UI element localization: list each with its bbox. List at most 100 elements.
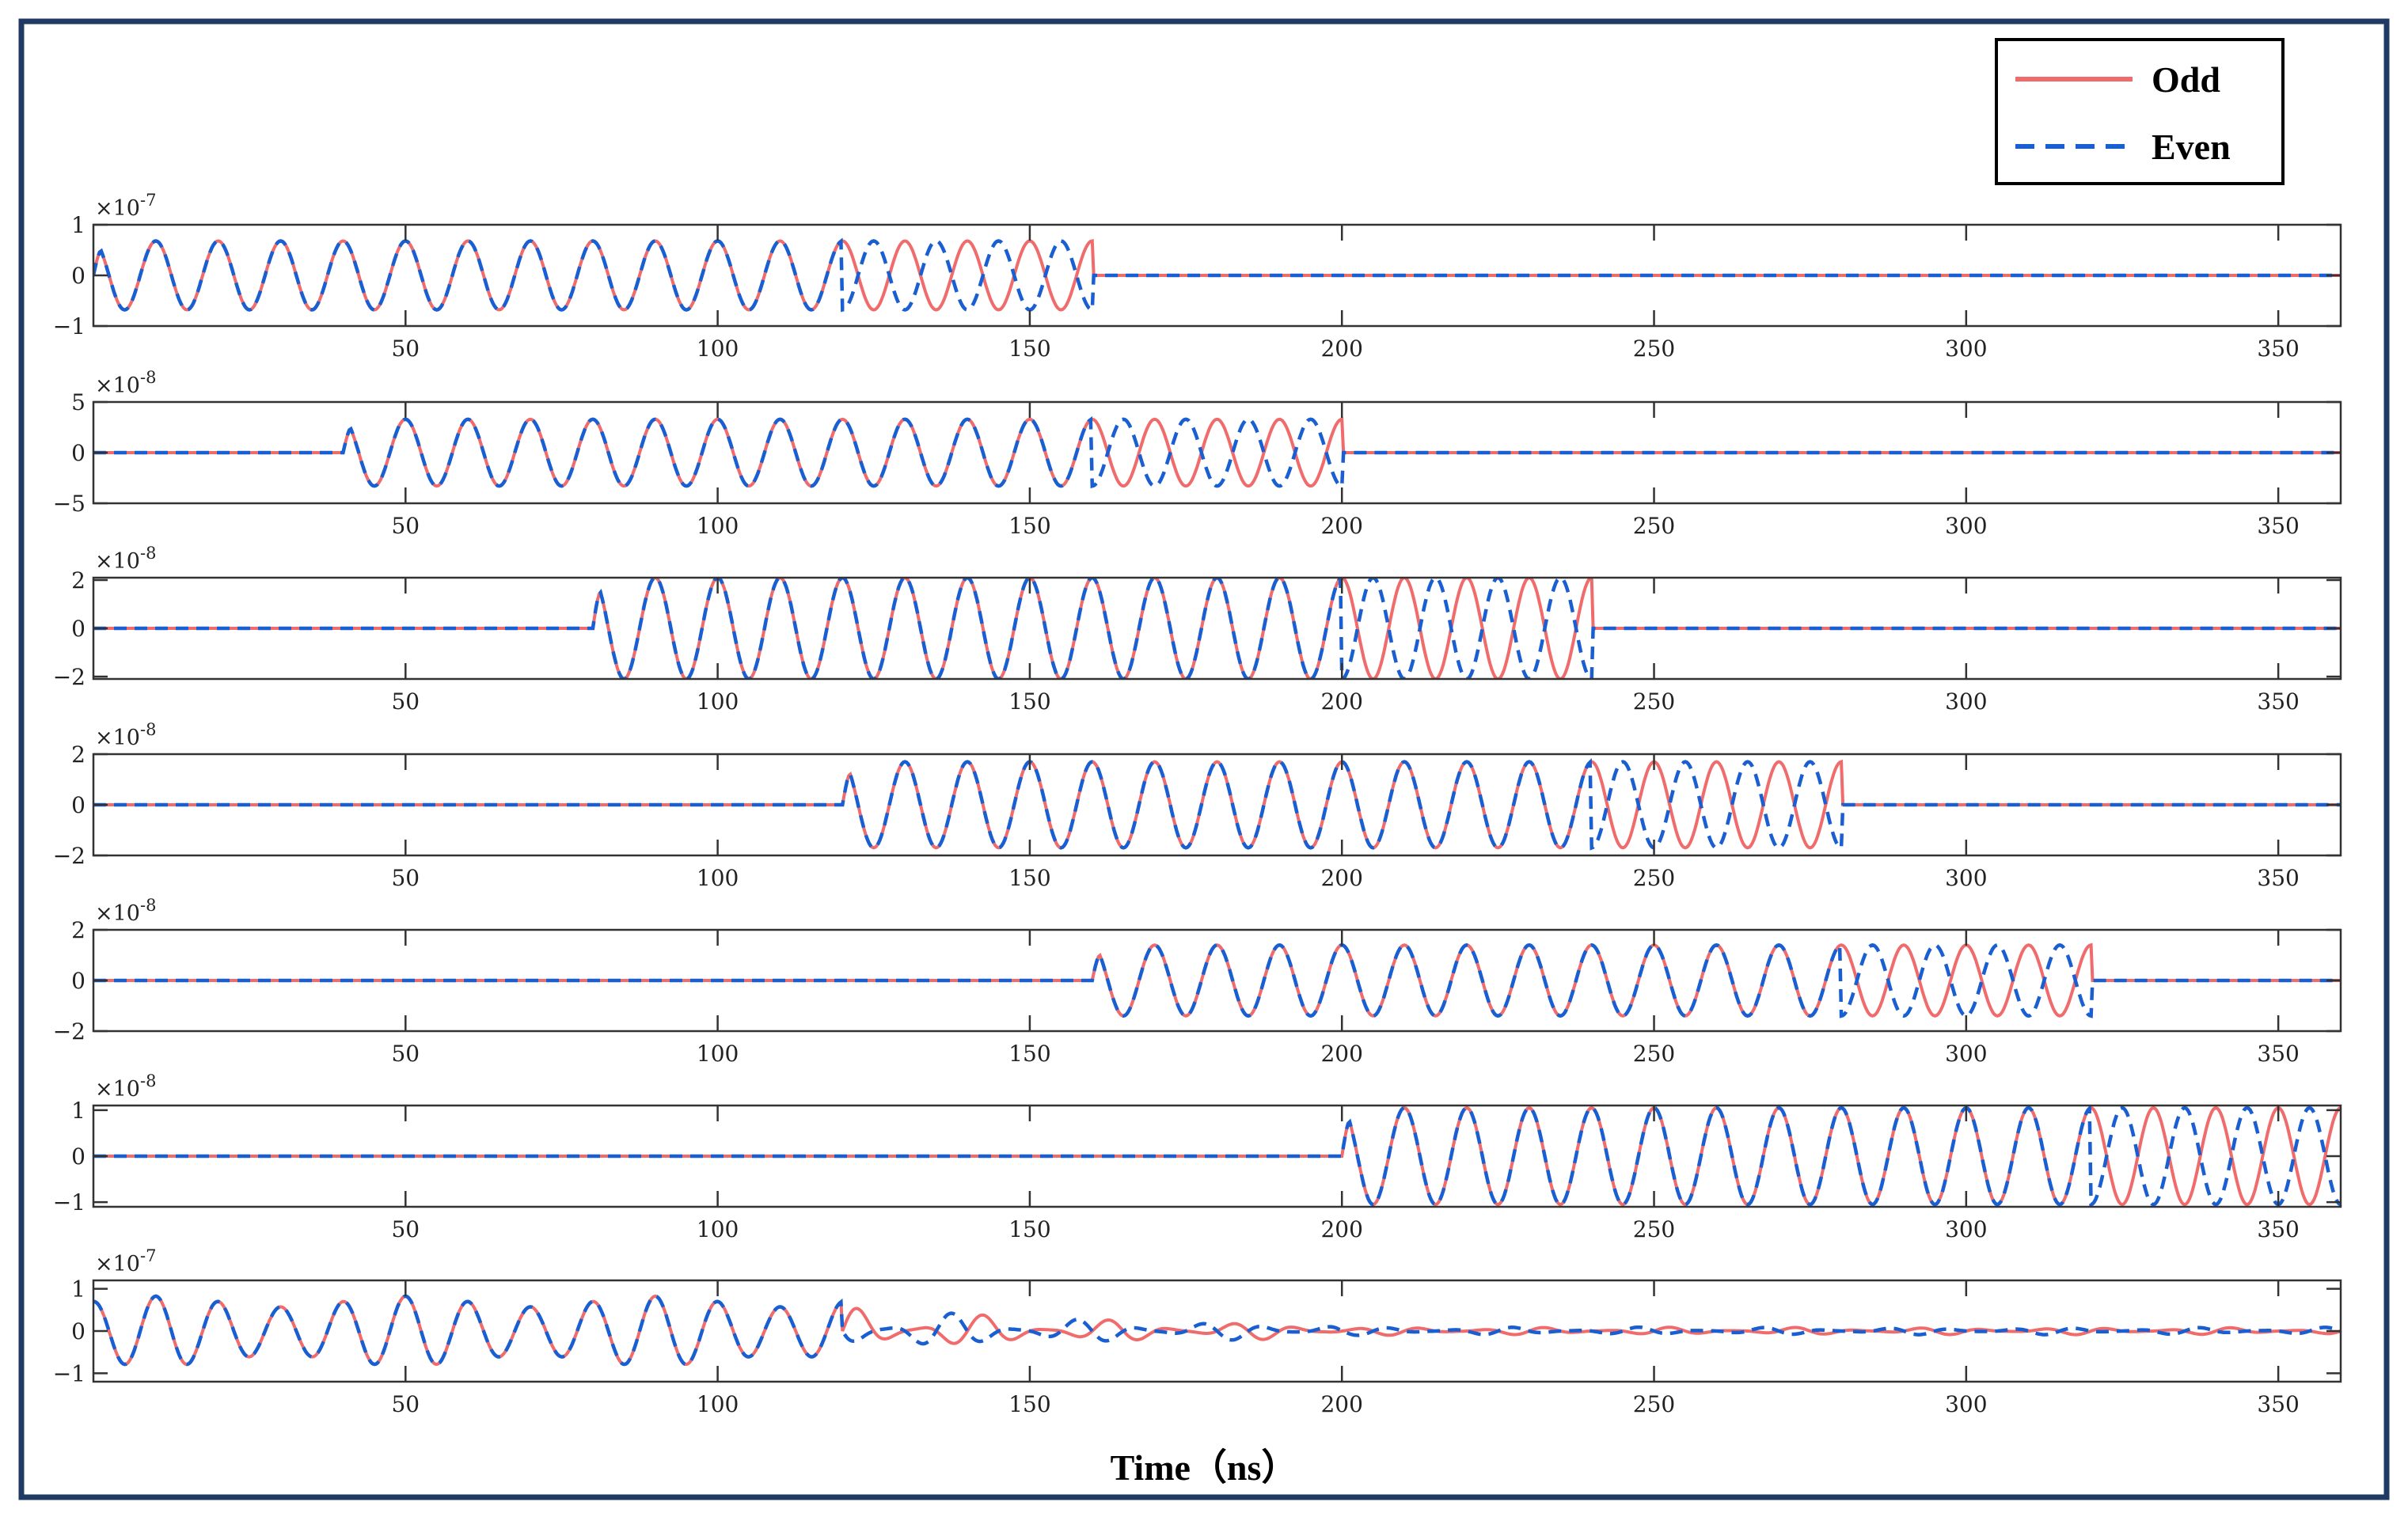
x-tick-label: 150 xyxy=(1008,1391,1050,1417)
x-tick-label: 350 xyxy=(2257,336,2299,362)
y-tick-label: 2 xyxy=(71,741,85,768)
subplot-7: 50 100 150 200 250 300 350 1 0 −1 ×10-7 xyxy=(53,1246,2342,1417)
y-tick-label: −1 xyxy=(53,313,85,339)
x-tick-label: 50 xyxy=(391,865,420,891)
x-tick-label: 300 xyxy=(1945,1391,1987,1417)
x-axis-label: Time（ns） xyxy=(1111,1447,1298,1488)
x-tick-label: 250 xyxy=(1633,688,1675,715)
y-tick-label: −2 xyxy=(53,843,85,869)
x-tick-label: 150 xyxy=(1008,865,1050,891)
x-tick-label: 250 xyxy=(1633,336,1675,362)
y-exponent-label: ×10-8 xyxy=(95,896,156,926)
x-tick-label: 300 xyxy=(1945,865,1987,891)
x-tick-label: 100 xyxy=(697,336,739,362)
x-tick-label: 250 xyxy=(1633,865,1675,891)
legend-even-label: Even xyxy=(2152,127,2231,167)
x-tick-label: 250 xyxy=(1633,1041,1675,1067)
x-tick-label: 300 xyxy=(1945,1216,1987,1242)
x-tick-label: 100 xyxy=(697,513,739,539)
y-tick-label: 0 xyxy=(71,263,85,289)
x-tick-label: 200 xyxy=(1320,513,1362,539)
x-tick-label: 50 xyxy=(391,1216,420,1242)
y-exponent-power: -8 xyxy=(140,720,156,739)
x-tick-label: 200 xyxy=(1320,1391,1362,1417)
x-tick-label: 300 xyxy=(1945,513,1987,539)
legend-odd-label: Odd xyxy=(2152,59,2220,100)
y-tick-label: 5 xyxy=(71,389,85,415)
x-tick-label: 150 xyxy=(1008,1041,1050,1067)
even-series-line-panel-7 xyxy=(93,1294,2341,1367)
y-tick-label: 1 xyxy=(71,1098,85,1124)
y-exponent-power: -7 xyxy=(140,191,156,210)
x-tick-label: 100 xyxy=(697,865,739,891)
legend: Odd Even xyxy=(1995,38,2285,185)
x-tick-label: 200 xyxy=(1320,1041,1362,1067)
even-series-line-panel-1 xyxy=(93,237,2341,313)
x-tick-label: 250 xyxy=(1633,1216,1675,1242)
y-exponent-power: -8 xyxy=(140,368,156,387)
legend-box xyxy=(1995,38,2285,185)
y-tick-label: 0 xyxy=(71,968,85,994)
y-tick-label: −2 xyxy=(53,664,85,690)
x-tick-label: 300 xyxy=(1945,688,1987,715)
y-tick-label: 0 xyxy=(71,1143,85,1170)
x-tick-label: 50 xyxy=(391,336,420,362)
x-tick-label: 300 xyxy=(1945,1041,1987,1067)
x-tick-label: 50 xyxy=(391,1391,420,1417)
even-series-line-panel-3 xyxy=(93,578,2341,679)
x-tick-label: 350 xyxy=(2257,865,2299,891)
x-tick-label: 200 xyxy=(1320,865,1362,891)
x-tick-label: 200 xyxy=(1320,1216,1362,1242)
y-tick-label: 0 xyxy=(71,440,85,466)
y-exponent-label: ×10-8 xyxy=(95,368,156,398)
even-series-line-panel-4 xyxy=(93,757,2341,851)
x-tick-label: 200 xyxy=(1320,336,1362,362)
y-tick-label: 2 xyxy=(71,567,85,594)
x-tick-label: 50 xyxy=(391,513,420,539)
x-tick-label: 100 xyxy=(697,688,739,715)
y-exponent-power: -8 xyxy=(140,544,156,563)
y-exponent-power: -8 xyxy=(140,896,156,915)
x-tick-label: 200 xyxy=(1320,688,1362,715)
x-tick-label: 150 xyxy=(1008,1216,1050,1242)
x-tick-label: 100 xyxy=(697,1041,739,1067)
x-tick-label: 150 xyxy=(1008,688,1050,715)
x-tick-label: 150 xyxy=(1008,513,1050,539)
x-tick-label: 350 xyxy=(2257,1216,2299,1242)
y-exponent-power: -8 xyxy=(140,1071,156,1090)
y-tick-label: 2 xyxy=(71,917,85,943)
x-tick-label: 100 xyxy=(697,1391,739,1417)
x-tick-label: 250 xyxy=(1633,513,1675,539)
x-tick-label: 350 xyxy=(2257,1041,2299,1067)
x-tick-label: 350 xyxy=(2257,1391,2299,1417)
y-exponent-label: ×10-7 xyxy=(95,1246,156,1276)
x-tick-label: 50 xyxy=(391,688,420,715)
y-tick-label: 0 xyxy=(71,792,85,818)
x-tick-label: 150 xyxy=(1008,336,1050,362)
y-tick-label: −2 xyxy=(53,1018,85,1045)
y-tick-label: 0 xyxy=(71,1318,85,1344)
x-tick-label: 300 xyxy=(1945,336,1987,362)
y-tick-label: 1 xyxy=(71,1276,85,1303)
even-series-line-panel-2 xyxy=(93,415,2341,489)
even-series-line-panel-5 xyxy=(93,942,2341,1018)
x-tick-label: 350 xyxy=(2257,513,2299,539)
y-exponent-power: -7 xyxy=(140,1246,156,1265)
subplot-5: 50 100 150 200 250 300 350 2 0 −2 ×10-8 xyxy=(53,896,2342,1067)
x-tick-label: 250 xyxy=(1633,1391,1675,1417)
y-tick-label: 0 xyxy=(71,616,85,642)
y-tick-label: −1 xyxy=(53,1360,85,1386)
x-tick-label: 350 xyxy=(2257,688,2299,715)
y-tick-label: 1 xyxy=(71,212,85,238)
y-tick-label: −5 xyxy=(53,491,85,517)
y-tick-label: −1 xyxy=(53,1189,85,1215)
x-tick-label: 100 xyxy=(697,1216,739,1242)
x-tick-label: 50 xyxy=(391,1041,420,1067)
